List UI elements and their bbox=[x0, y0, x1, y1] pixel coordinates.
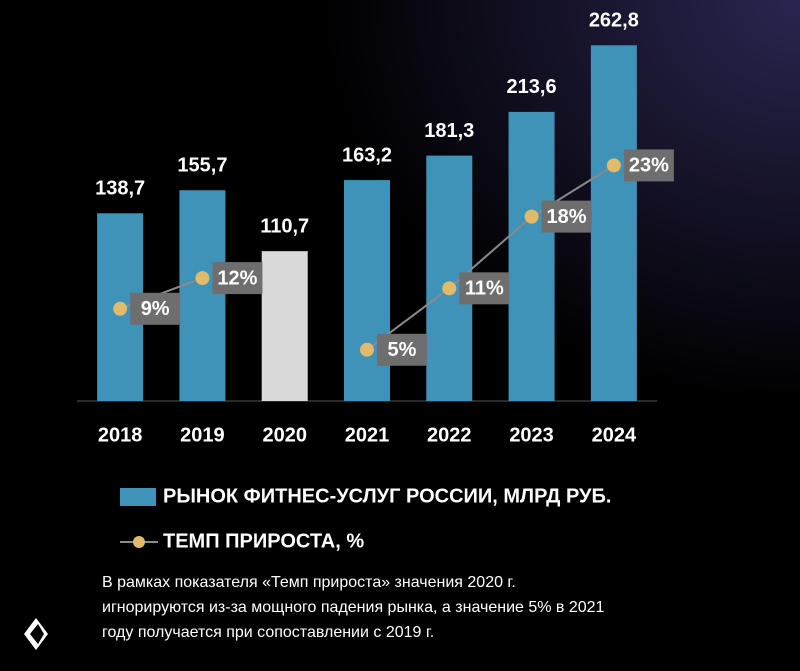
growth-label: 11% bbox=[465, 278, 504, 300]
growth-point bbox=[113, 301, 128, 316]
bar-value-label: 213,6 bbox=[507, 76, 557, 98]
growth-label-box bbox=[130, 292, 181, 325]
bar-value-label: 155,7 bbox=[177, 155, 227, 177]
growth-point bbox=[606, 158, 621, 173]
x-tick-label: 2024 bbox=[592, 424, 637, 446]
growth-label-box bbox=[212, 262, 263, 295]
x-tick-label: 2021 bbox=[345, 424, 390, 446]
bar bbox=[590, 45, 637, 401]
legend-label: ТЕМП ПРИРОСТА, % bbox=[163, 530, 364, 552]
footnote: В рамках показателя «Темп прироста» знач… bbox=[102, 574, 516, 591]
growth-label-box bbox=[541, 200, 592, 233]
growth-point bbox=[195, 271, 210, 286]
legend-swatch bbox=[120, 488, 156, 506]
x-tick-label: 2022 bbox=[427, 424, 472, 446]
growth-point bbox=[524, 209, 539, 224]
legend-label: РЫНОК ФИТНЕС-УСЛУГ РОССИИ, МЛРД РУБ. bbox=[163, 485, 611, 507]
growth-label: 9% bbox=[141, 298, 170, 320]
growth-point bbox=[442, 281, 457, 296]
x-tick-label: 2023 bbox=[509, 424, 554, 446]
logo bbox=[24, 618, 48, 650]
growth-point bbox=[360, 342, 374, 357]
x-tick-label: 2020 bbox=[262, 424, 307, 446]
bar bbox=[344, 180, 390, 401]
bar-value-label: 138,7 bbox=[95, 178, 145, 200]
bar bbox=[508, 111, 555, 402]
growth-label-box bbox=[623, 149, 674, 182]
growth-label: 18% bbox=[547, 206, 587, 228]
growth-label: 23% bbox=[629, 155, 669, 177]
footnote: году получается при сопоставлении с 2019… bbox=[102, 624, 434, 641]
growth-label: 12% bbox=[217, 267, 257, 289]
growth-label: 5% bbox=[388, 339, 417, 361]
bar-value-label: 110,7 bbox=[260, 215, 309, 237]
bar-value-label: 181,3 bbox=[424, 120, 474, 142]
bar bbox=[261, 251, 308, 401]
bar bbox=[179, 190, 226, 401]
bar-value-label: 262,8 bbox=[589, 10, 639, 32]
bar-value-label: 163,2 bbox=[342, 144, 392, 166]
growth-label-box bbox=[459, 272, 510, 305]
growth-label-box bbox=[377, 333, 427, 366]
x-tick-label: 2018 bbox=[98, 424, 143, 446]
footnote: игнорируются из-за мощного падения рынка… bbox=[102, 599, 605, 616]
x-tick-label: 2019 bbox=[180, 424, 225, 446]
legend-marker bbox=[133, 536, 145, 548]
